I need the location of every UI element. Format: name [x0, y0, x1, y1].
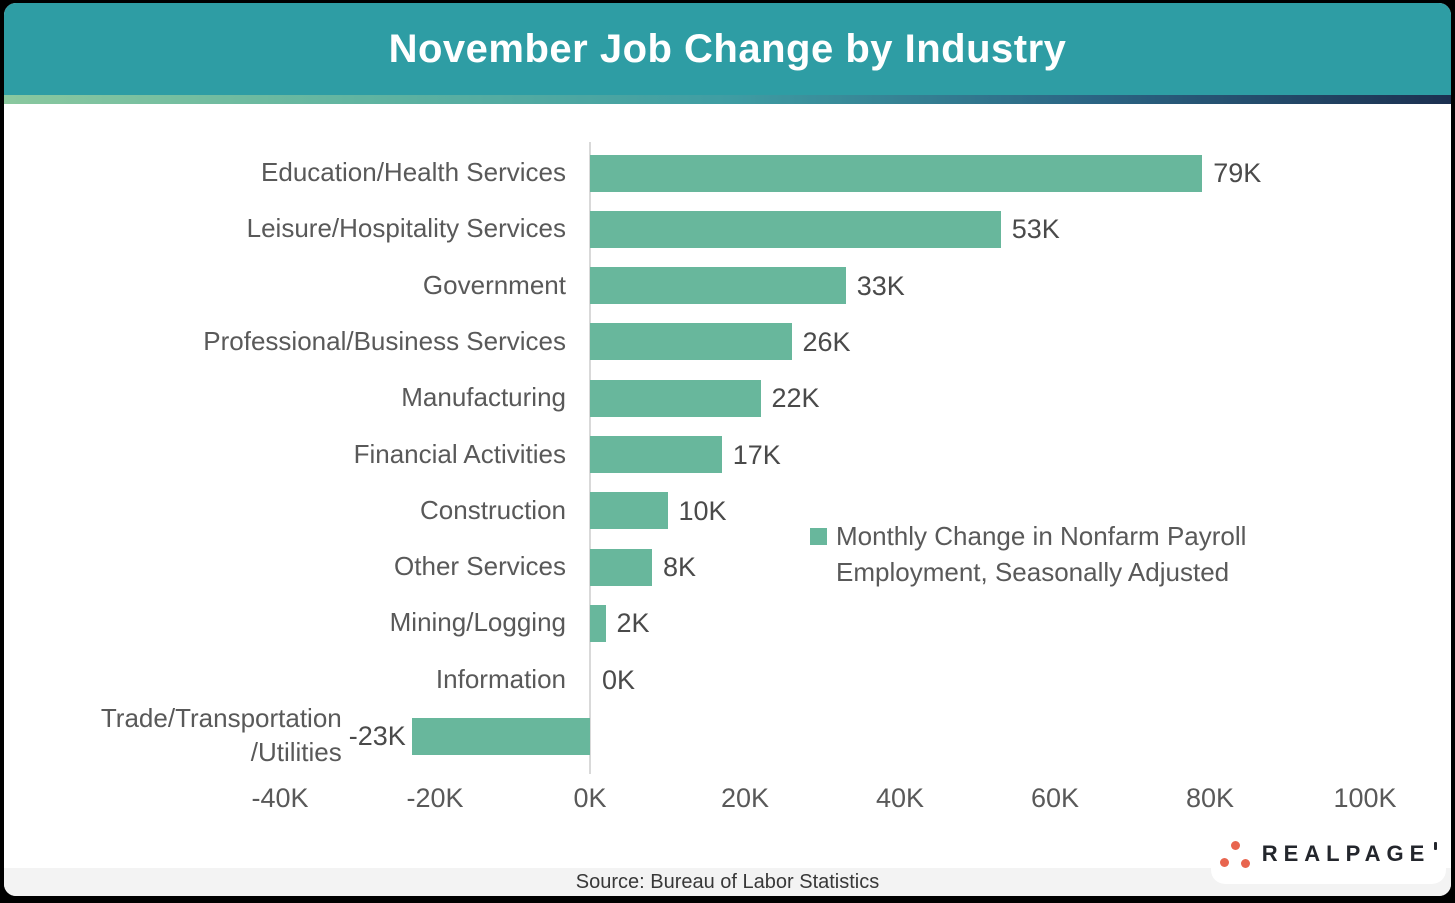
category-label: Leisure/Hospitality Services	[246, 213, 566, 244]
source-footer: Source: Bureau of Labor Statistics	[4, 868, 1451, 896]
value-label: 79K	[1213, 158, 1262, 188]
value-label: 2K	[616, 608, 650, 639]
category-label: Mining/Logging	[389, 607, 566, 638]
bar	[590, 267, 846, 305]
legend-swatch-icon	[810, 528, 827, 545]
value-label: 17K	[732, 439, 781, 470]
category-label: Financial Activities	[353, 438, 566, 469]
bar	[590, 379, 761, 417]
bar	[411, 717, 590, 755]
value-label: 10K	[678, 495, 727, 526]
bar	[590, 604, 606, 642]
realpage-logo: REALPAGE	[1211, 824, 1446, 884]
category-label: Construction	[420, 494, 566, 525]
legend: Monthly Change in Nonfarm Payroll Employ…	[810, 519, 1288, 591]
bar	[590, 210, 1001, 248]
legend-label: Monthly Change in Nonfarm Payroll Employ…	[836, 521, 1247, 587]
x-tick-label: 0K	[573, 783, 607, 813]
x-tick-label: 80K	[1185, 783, 1235, 813]
x-tick-label: 60K	[1030, 783, 1080, 813]
category-label: Trade/Transportation /Utilities	[100, 703, 342, 767]
value-label: -23K	[348, 721, 406, 751]
value-label: 26K	[802, 326, 851, 357]
realpage-dots-icon	[1219, 840, 1252, 869]
value-label: 0K	[602, 664, 636, 695]
value-label: 22K	[771, 383, 820, 414]
chart-header: November Job Change by Industry	[4, 3, 1451, 95]
x-tick-label: -40K	[251, 783, 309, 813]
x-tick-label: 20K	[720, 783, 770, 813]
value-label: 8K	[663, 552, 697, 583]
category-label: Professional/Business Services	[203, 325, 566, 356]
chart-title: November Job Change by Industry	[388, 26, 1067, 71]
infographic-card: November Job Change by Industry Monthly …	[4, 3, 1451, 896]
source-text: Source: Bureau of Labor Statistics	[575, 870, 880, 893]
x-tick-label: -20K	[406, 783, 464, 813]
bar	[590, 436, 722, 473]
category-label: Other Services	[394, 551, 566, 582]
category-label: Manufacturing	[401, 382, 566, 413]
bar	[590, 323, 792, 361]
bar	[590, 492, 668, 530]
bar-chart-plot: Monthly Change in Nonfarm Payroll Employ…	[4, 3, 1451, 896]
x-tick-label: 100K	[1333, 783, 1397, 813]
value-label: 33K	[856, 270, 905, 301]
trademark-mark	[1434, 842, 1438, 850]
category-label: Education/Health Services	[261, 157, 566, 188]
category-label: Government	[422, 269, 566, 300]
category-label: Information	[435, 663, 566, 694]
realpage-wordmark: REALPAGE	[1261, 841, 1431, 866]
brand-gradient-strip	[4, 95, 1451, 104]
x-tick-label: 40K	[875, 783, 925, 813]
bar	[590, 548, 652, 586]
value-label: 53K	[1011, 214, 1060, 245]
bar	[590, 154, 1203, 192]
